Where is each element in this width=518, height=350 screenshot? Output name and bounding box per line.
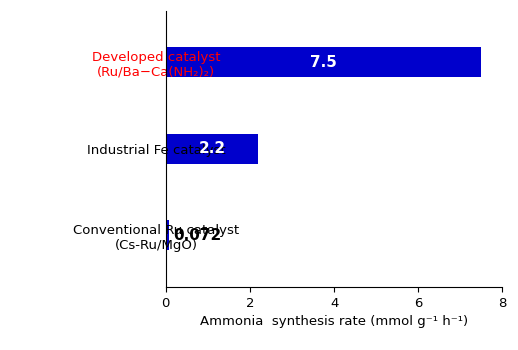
Bar — [166, 220, 169, 250]
Bar — [166, 134, 258, 164]
Bar — [166, 47, 481, 77]
X-axis label: Ammonia  synthesis rate (mmol g⁻¹ h⁻¹): Ammonia synthesis rate (mmol g⁻¹ h⁻¹) — [200, 315, 468, 328]
Text: 0.072: 0.072 — [173, 228, 221, 243]
Text: 2.2: 2.2 — [198, 141, 226, 156]
Text: 7.5: 7.5 — [310, 55, 337, 70]
